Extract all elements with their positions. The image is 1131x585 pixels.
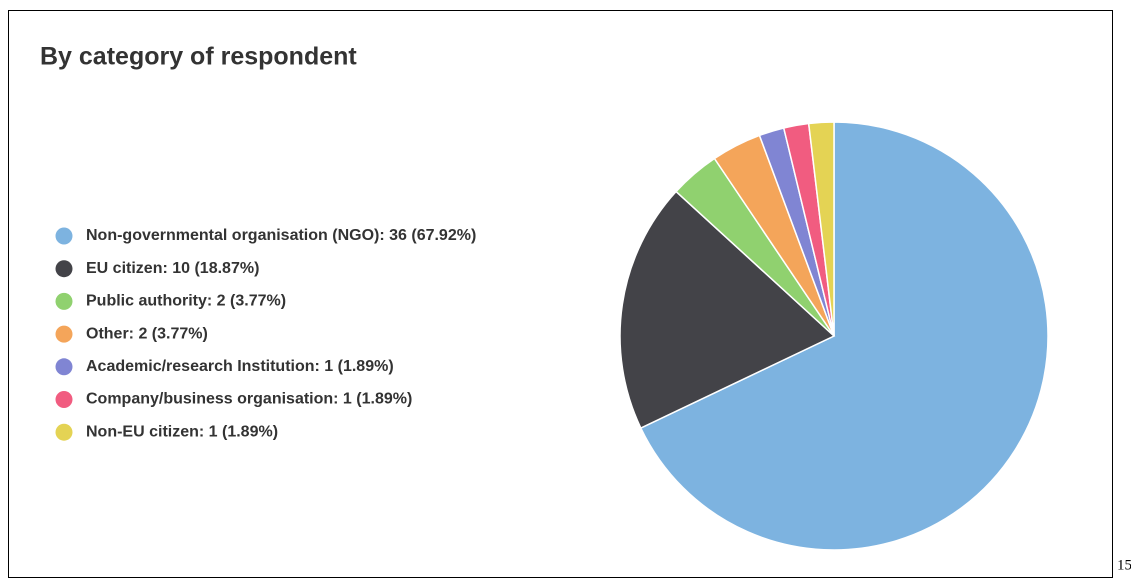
page-number: 154 bbox=[1117, 557, 1131, 573]
legend-swatch bbox=[55, 423, 73, 441]
legend-swatch bbox=[55, 325, 73, 343]
legend-swatch bbox=[55, 292, 73, 310]
legend-swatch bbox=[55, 260, 73, 278]
legend-swatch bbox=[55, 358, 73, 376]
chart-title: By category of respondent bbox=[40, 43, 357, 71]
legend-label: Public authority: 2 (3.77%) bbox=[86, 293, 286, 310]
legend-swatch bbox=[55, 391, 73, 408]
legend-swatch bbox=[55, 227, 73, 245]
legend-label: EU citizen: 10 (18.87%) bbox=[86, 260, 259, 277]
legend-label: Company/business organisation: 1 (1.89%) bbox=[86, 391, 412, 408]
legend-label: Non-EU citizen: 1 (1.89%) bbox=[86, 423, 278, 440]
pie-slice bbox=[807, 121, 835, 337]
legend-label: Non-governmental organisation (NGO): 36 … bbox=[86, 227, 476, 244]
legend-label: Academic/research Institution: 1 (1.89%) bbox=[86, 358, 394, 375]
pie-slice bbox=[619, 190, 836, 430]
pie-slice bbox=[639, 121, 1049, 551]
legend-label: Other: 2 (3.77%) bbox=[86, 325, 208, 342]
